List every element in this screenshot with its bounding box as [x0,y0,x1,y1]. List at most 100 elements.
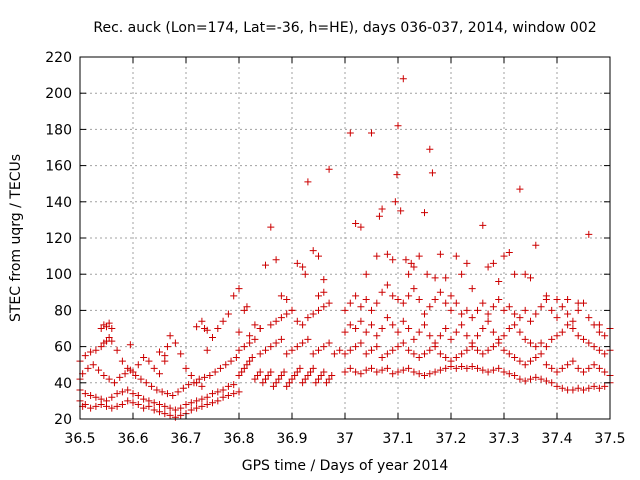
data-point [516,375,524,383]
data-point [375,212,383,220]
data-point [224,391,232,399]
data-point [389,256,397,264]
data-point [394,368,402,376]
data-point [116,373,124,381]
data-point [362,270,370,278]
data-point [309,247,317,255]
data-point [299,379,307,387]
data-point [542,343,550,351]
data-point [235,328,243,336]
y-tick-label: 200 [45,86,72,102]
data-point [548,335,556,343]
data-point [553,368,561,376]
data-point [574,299,582,307]
data-point [166,404,174,412]
data-point [527,274,534,282]
data-point [463,332,471,340]
data-point [394,328,402,336]
data-point [262,375,269,383]
data-point [553,314,561,322]
data-point [142,379,150,387]
data-point [304,335,312,343]
data-point [256,368,264,376]
data-point [394,296,402,304]
y-tick-label: 140 [45,195,72,211]
data-point [150,399,158,407]
data-point [505,248,513,256]
data-point [542,377,550,385]
data-point [564,296,572,304]
data-point [410,285,418,293]
data-point [569,325,577,332]
data-point [431,274,439,282]
data-point [405,325,413,332]
data-point [421,350,428,358]
data-point [474,306,481,314]
data-point [452,299,460,307]
data-point [373,343,381,351]
data-point [280,368,288,376]
data-point [301,375,309,383]
data-point [410,335,418,343]
data-point [442,364,450,372]
data-point [421,321,428,329]
data-point [601,332,609,340]
data-point [410,350,418,358]
y-tick-label: 80 [54,303,72,319]
data-point [383,250,391,258]
data-point [222,361,230,369]
data-point [569,317,577,325]
data-point [211,368,219,376]
data-point [285,379,293,387]
data-point [320,288,328,296]
data-point [246,357,254,365]
data-point [118,388,126,396]
data-point [171,339,179,347]
x-tick-label: 36.6 [117,431,148,447]
data-point [251,335,259,343]
data-point [574,364,582,372]
x-tick-label: 37.4 [541,431,572,447]
data-point [288,375,296,383]
data-point [95,366,103,374]
x-axis-ticks: 36.5 36.6 36.7 36.8 36.9 37 37.1 37.2 37.3 37.4 37… [64,57,626,447]
data-point [463,306,471,314]
data-point [87,404,95,412]
data-point [595,384,603,392]
data-point [214,325,222,332]
data-point [357,370,365,378]
data-point [293,368,301,376]
data-point [516,314,524,322]
data-point [129,390,137,398]
data-point [336,346,344,354]
data-point [118,401,126,409]
data-point [601,350,609,358]
data-point [140,404,148,412]
data-point [307,368,315,376]
data-point [272,317,280,325]
data-point [521,306,529,314]
data-point [288,346,296,354]
data-point [590,343,598,351]
data-point [209,399,216,407]
data-point [262,346,269,354]
data-point [484,310,492,318]
data-point [251,321,259,329]
data-point [256,325,264,332]
data-point [206,372,214,380]
data-point [203,401,211,409]
data-point [277,335,285,343]
data-point [198,402,206,410]
data-point [516,357,524,365]
data-point [309,310,317,318]
data-point [537,375,545,383]
data-point [163,343,171,351]
data-point [580,386,587,394]
data-point [505,325,513,332]
data-point [489,303,497,311]
data-point [304,372,312,380]
data-point [378,288,386,296]
data-point [537,303,545,311]
y-tick-label: 100 [45,267,72,283]
